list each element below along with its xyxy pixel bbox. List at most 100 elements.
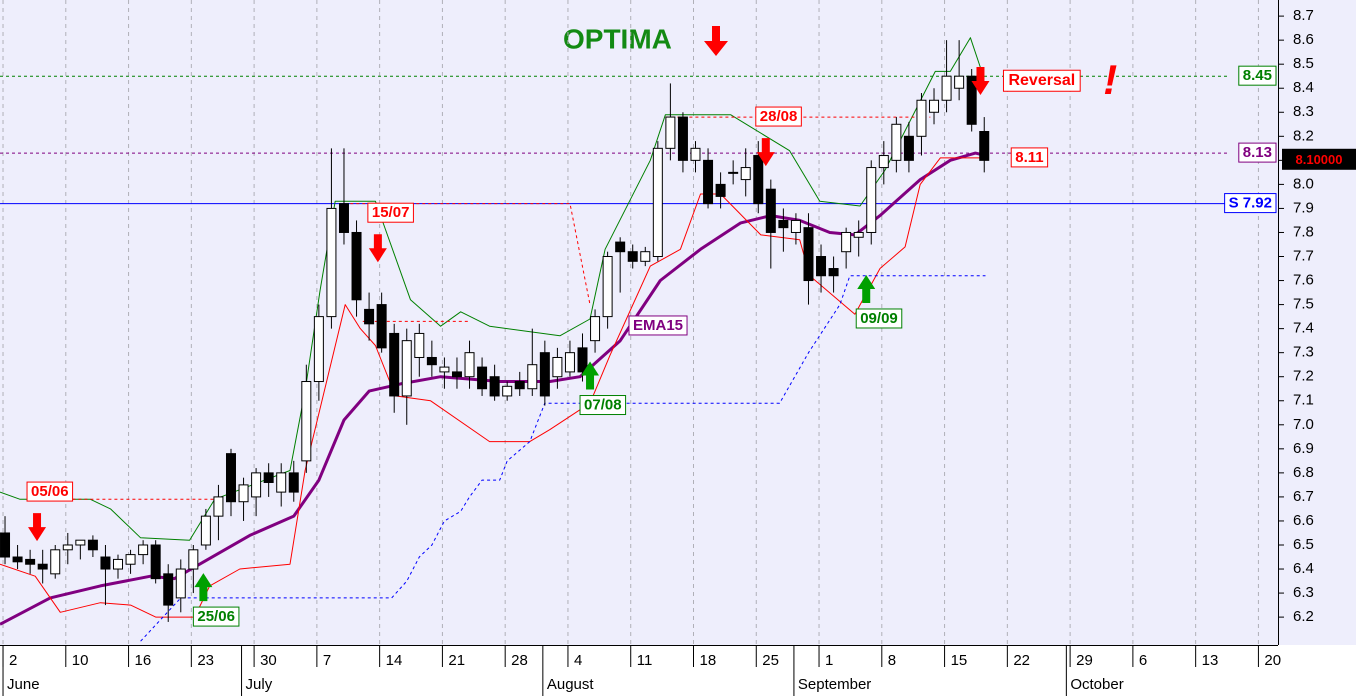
candle-body (841, 231, 852, 253)
x-tick-label: 22 (1013, 652, 1030, 669)
candle-body (338, 203, 349, 233)
sell-arrow (28, 513, 47, 542)
signal-label: 07/08 (584, 397, 622, 414)
x-tick-label: 6 (1139, 652, 1147, 669)
y-tick-label: 8.3 (1293, 103, 1314, 120)
candle-body (113, 558, 124, 570)
x-tick-label: 23 (197, 652, 214, 669)
level-label: 8.11 (1015, 149, 1043, 166)
signal-box (855, 308, 903, 329)
candle-body (577, 347, 588, 373)
indicator-line (350, 203, 591, 305)
y-tick-label: 6.5 (1293, 536, 1314, 553)
x-tick-label: 7 (323, 652, 331, 669)
candle-body (62, 544, 73, 551)
month-label: September (798, 676, 871, 693)
y-tick-label: 7.7 (1293, 247, 1314, 264)
candle-body (728, 171, 739, 174)
candle-body (753, 155, 764, 205)
candle-body (175, 568, 186, 599)
candle-body (828, 268, 839, 277)
y-tick-label: 7.5 (1293, 296, 1314, 313)
candle-body (790, 219, 801, 233)
y-tick-label: 6.7 (1293, 488, 1314, 505)
candle-body (251, 472, 262, 498)
candle-body (740, 167, 751, 181)
candle-body (401, 340, 412, 397)
level-label: 8.45 (1243, 67, 1272, 84)
x-tick-label: 10 (72, 652, 89, 669)
y-tick-label: 6.3 (1293, 584, 1314, 601)
candle-body (364, 308, 375, 325)
label-box (628, 315, 688, 336)
candle-body (627, 251, 638, 262)
month-label: July (246, 676, 273, 693)
y-tick-label: 6.8 (1293, 464, 1314, 481)
level-label: S 7.92 (1229, 195, 1272, 212)
x-tick-label: 15 (951, 652, 968, 669)
candle-body (414, 332, 425, 358)
y-tick-label: 8.0 (1293, 175, 1314, 192)
candle-body (50, 549, 61, 575)
buy-arrow (581, 361, 600, 390)
signal-label: 15/07 (372, 204, 410, 221)
candle-body (703, 159, 714, 205)
candle-body (527, 364, 538, 390)
candle-body (690, 147, 701, 161)
y-tick-label: 7.2 (1293, 368, 1314, 385)
candle-body (125, 554, 136, 565)
candle-body (514, 381, 525, 390)
reversal-box (1002, 69, 1081, 92)
reversal-mark: ! (1103, 56, 1117, 103)
x-tick-label: 14 (386, 652, 403, 669)
candle-body (715, 183, 726, 197)
candle-body (163, 573, 174, 606)
y-tick-label: 8.5 (1293, 55, 1314, 72)
buy-arrow (194, 573, 213, 602)
y-tick-label: 6.4 (1293, 560, 1314, 577)
candle-body (778, 219, 789, 229)
candle-body (25, 558, 36, 565)
y-tick-label: 7.6 (1293, 272, 1314, 289)
candle-body (225, 453, 236, 503)
x-tick-label: 1 (825, 652, 833, 669)
buy-arrow (857, 275, 876, 304)
candle-body (590, 316, 601, 342)
candle-body (903, 135, 914, 161)
x-tick-label: 8 (888, 652, 896, 669)
level-label: 8.13 (1243, 144, 1272, 161)
y-tick-label: 8.4 (1293, 79, 1314, 96)
candle-body (916, 99, 927, 137)
title-arrow (704, 26, 728, 56)
x-tick-label: 13 (1202, 652, 1219, 669)
candle-body (138, 544, 149, 556)
reversal-label: Reversal (1008, 72, 1075, 89)
candle-body (966, 75, 977, 125)
candle-body (389, 332, 400, 397)
y-tick-label: 8.2 (1293, 127, 1314, 144)
candle-body (489, 376, 500, 397)
candle-body (188, 549, 199, 570)
x-tick-label: 29 (1076, 652, 1093, 669)
candle-body (878, 155, 889, 169)
candle-body (326, 207, 337, 318)
candle-body (502, 385, 513, 397)
indicator-line (140, 275, 986, 642)
x-tick-label: 20 (1264, 652, 1281, 669)
last-price-label: 8.10000 (1296, 152, 1343, 167)
candle-body (477, 366, 488, 390)
x-tick-label: 16 (135, 652, 152, 669)
month-label: October (1070, 676, 1123, 693)
x-tick-label: 28 (511, 652, 528, 669)
signal-label: 28/08 (760, 108, 798, 125)
candle-body (677, 116, 688, 161)
candle-body (803, 227, 814, 282)
signal-box (26, 481, 74, 502)
ema-label: EMA15 (633, 317, 683, 334)
signal-box (579, 395, 627, 416)
candles (0, 40, 990, 622)
y-tick-label: 7.0 (1293, 416, 1314, 433)
candle-body (853, 231, 864, 238)
candle-body (301, 381, 312, 462)
